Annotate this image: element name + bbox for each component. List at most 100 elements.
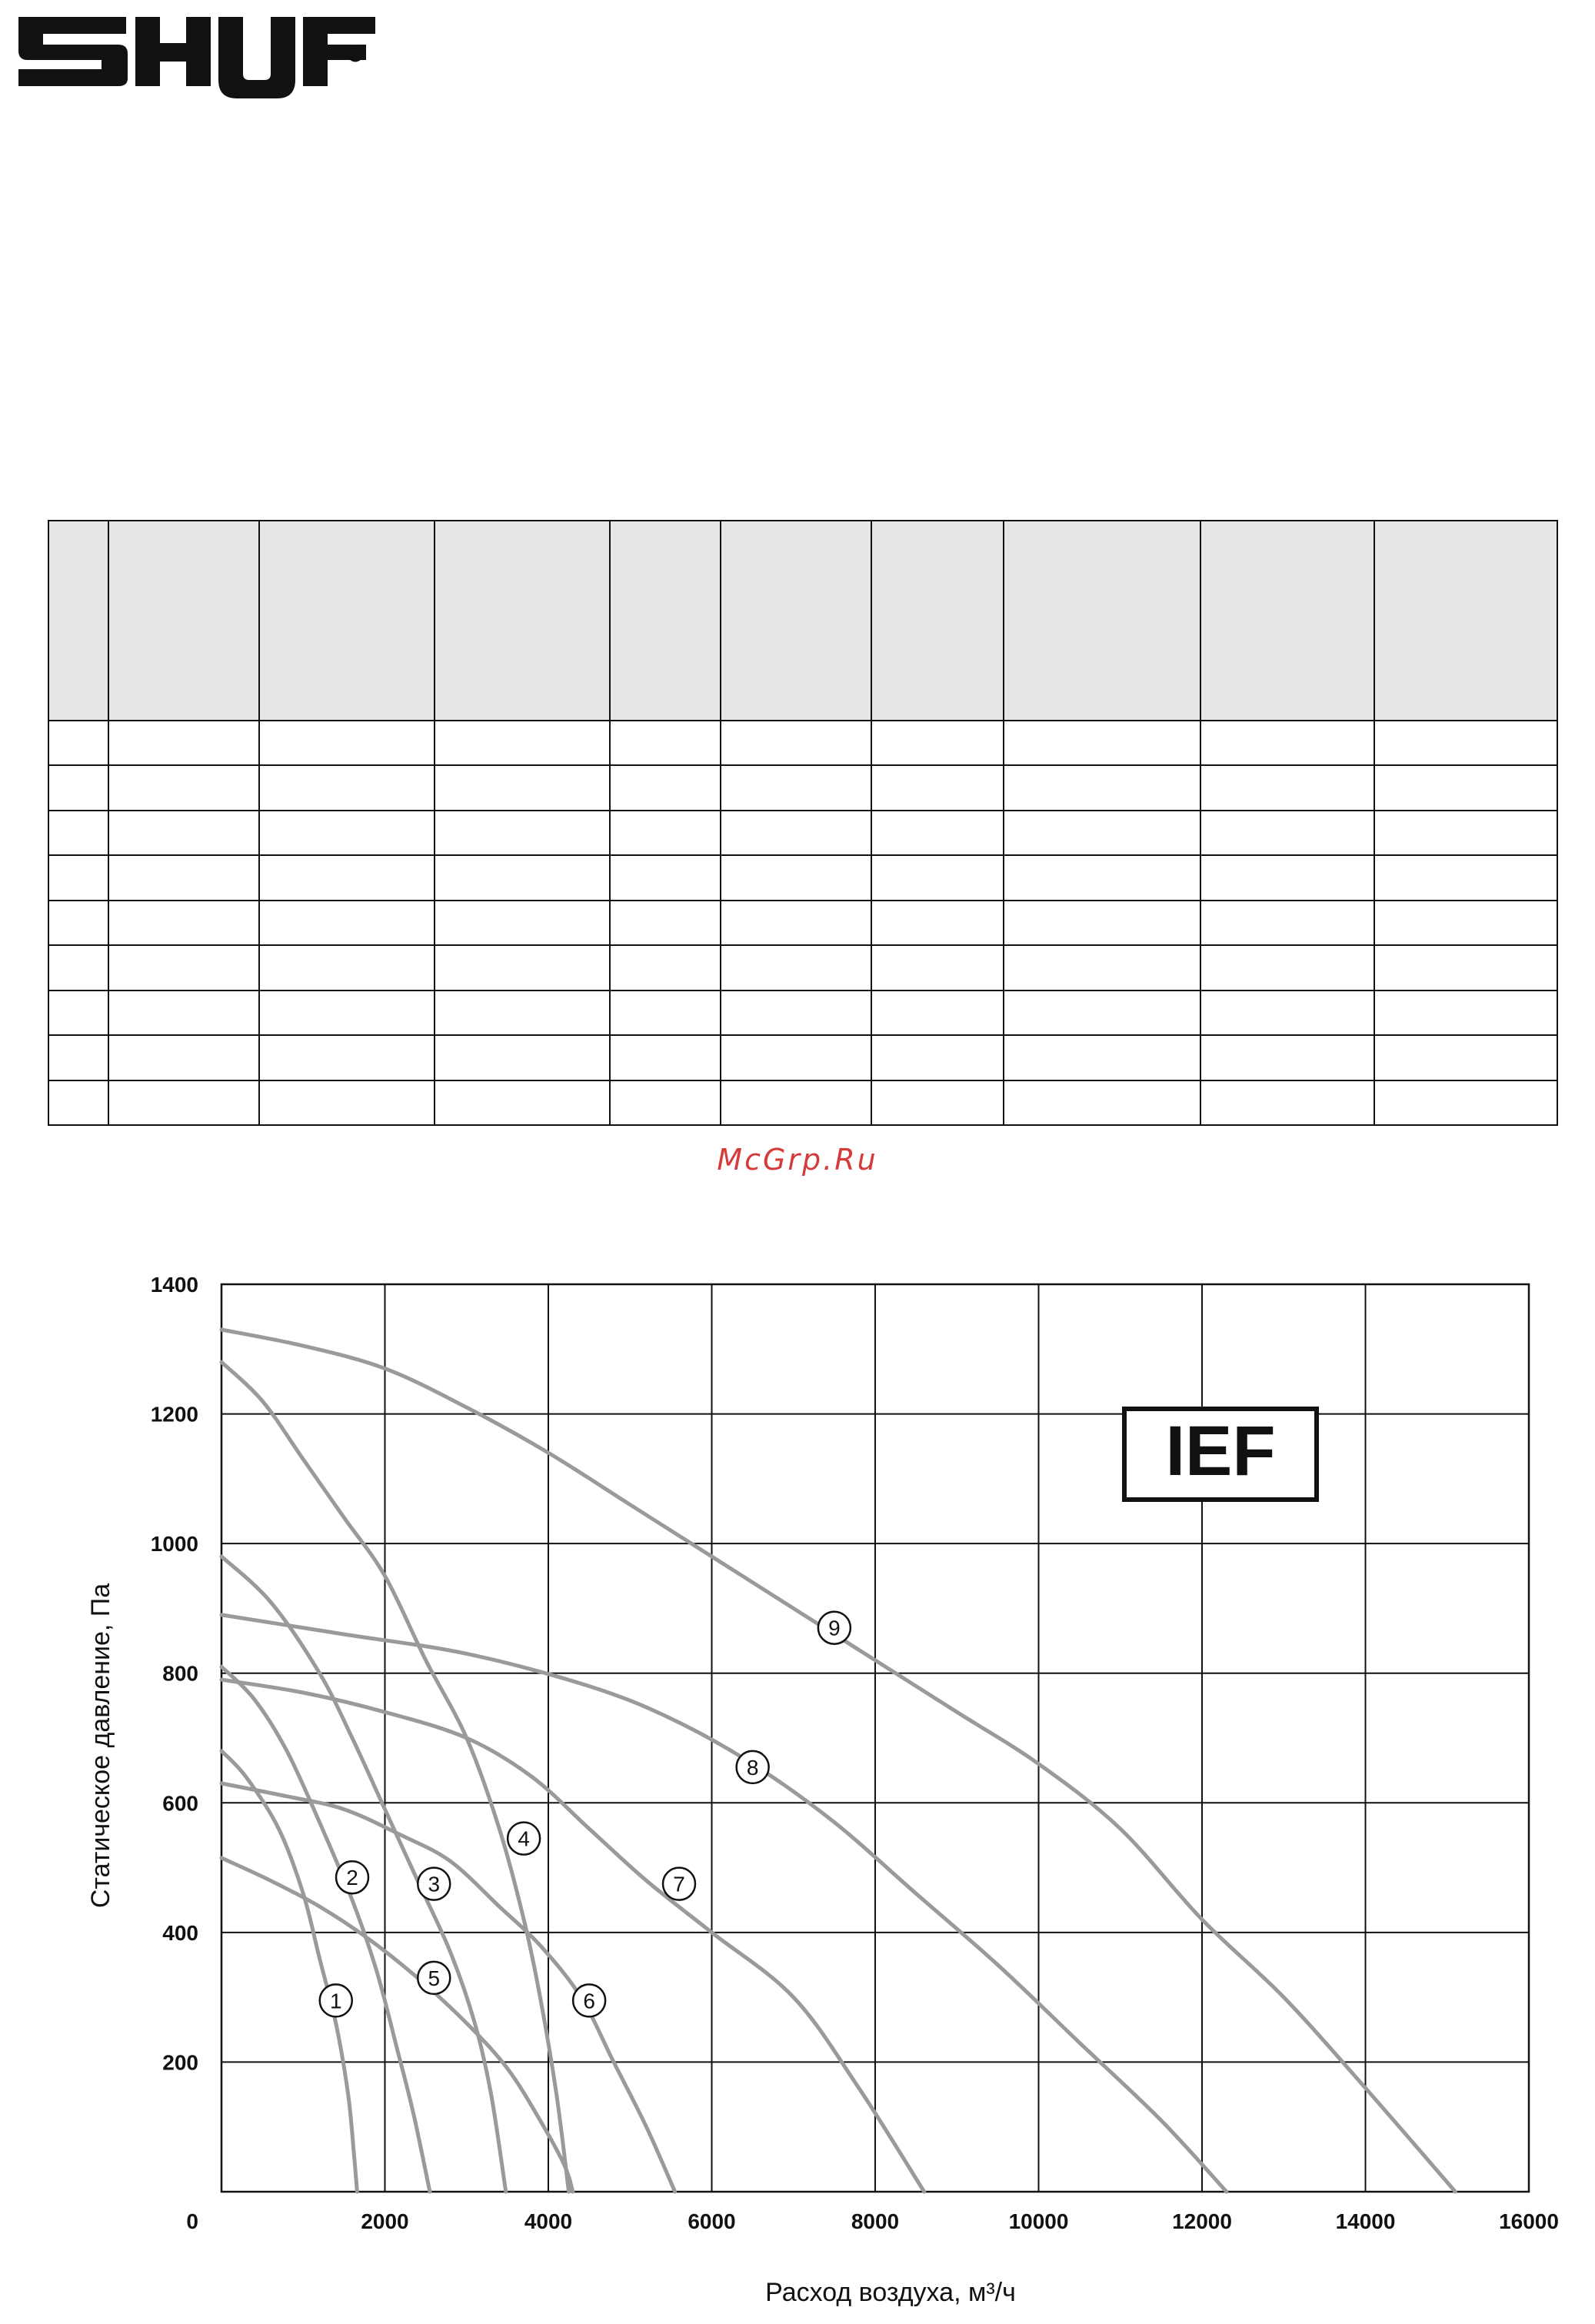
table-cell <box>610 1035 721 1081</box>
table-cell <box>1004 990 1201 1037</box>
table-cell <box>108 810 260 857</box>
header-cell <box>610 520 721 721</box>
table-cell <box>1374 945 1558 991</box>
table-cell <box>721 855 872 901</box>
header-cell <box>1200 520 1375 721</box>
series-label-6: 6 <box>583 1989 595 2013</box>
plot-frame <box>220 1283 1530 2193</box>
table-cell <box>108 945 260 991</box>
spec-table <box>48 520 1558 1126</box>
y-tick-label: 1200 <box>151 1403 198 1427</box>
table-row <box>48 765 1558 811</box>
table-cell <box>1374 721 1558 767</box>
table-cell <box>1004 810 1201 857</box>
x-axis-label: Расход воздуха, м³/ч <box>765 2278 1016 2307</box>
table-cell <box>610 810 721 857</box>
table-cell <box>259 855 435 901</box>
series-marker-9 <box>817 1610 852 1645</box>
table-row <box>48 900 1558 947</box>
series-line-1 <box>219 1749 359 2194</box>
series-line-8 <box>219 1613 1229 2194</box>
table-cell <box>871 900 1004 947</box>
table-cell <box>259 810 435 857</box>
table-cell <box>610 721 721 767</box>
x-tick-label: 12000 <box>1172 2209 1232 2233</box>
table-row <box>48 810 1558 857</box>
table-row <box>48 1080 1558 1126</box>
table-cell <box>1004 1035 1201 1081</box>
table-cell <box>108 990 260 1037</box>
y-tick-label: 1000 <box>151 1532 198 1556</box>
table-row <box>48 945 1558 991</box>
spec-table-body <box>48 721 1558 1126</box>
table-cell <box>435 765 611 811</box>
table-cell <box>721 765 872 811</box>
table-cell <box>1200 1080 1375 1126</box>
table-cell <box>48 810 109 857</box>
origin-tick-label: 0 <box>186 2209 198 2233</box>
table-cell <box>108 855 260 901</box>
series-line-6 <box>219 1781 678 2194</box>
table-cell <box>1374 1080 1558 1126</box>
table-cell <box>871 1035 1004 1081</box>
table-row <box>48 990 1558 1037</box>
table-cell <box>435 990 611 1037</box>
model-badge-frame <box>1122 1407 1319 1502</box>
series-label-8: 8 <box>747 1756 759 1780</box>
table-cell <box>610 900 721 947</box>
series-marker-7 <box>661 1866 697 1901</box>
table-cell <box>48 1035 109 1081</box>
table-cell <box>48 945 109 991</box>
table-cell <box>435 1080 611 1126</box>
table-cell <box>610 1080 721 1126</box>
table-cell <box>721 721 872 767</box>
table-cell <box>1004 1080 1201 1126</box>
table-cell <box>871 765 1004 811</box>
series-line-2 <box>219 1664 432 2194</box>
header-cell <box>1004 520 1201 721</box>
table-cell <box>259 1080 435 1126</box>
x-tick-label: 4000 <box>524 2209 572 2233</box>
y-tick-label: 1400 <box>151 1273 198 1297</box>
series-line-5 <box>219 1856 575 2194</box>
table-cell <box>108 721 260 767</box>
table-cell <box>1004 765 1201 811</box>
table-row <box>48 855 1558 901</box>
header-cell <box>1374 520 1558 721</box>
table-cell <box>1374 990 1558 1037</box>
table-cell <box>871 990 1004 1037</box>
x-tick-label: 6000 <box>688 2209 735 2233</box>
series-line-7 <box>219 1677 927 2194</box>
table-row <box>48 1035 1558 1081</box>
series-label-3: 3 <box>428 1873 440 1896</box>
header-cell <box>435 520 611 721</box>
series-label-5: 5 <box>428 1966 440 1990</box>
table-cell <box>721 1035 872 1081</box>
table-cell <box>435 855 611 901</box>
x-tick-label: 2000 <box>361 2209 408 2233</box>
table-cell <box>48 990 109 1037</box>
table-cell <box>1374 765 1558 811</box>
table-cell <box>259 945 435 991</box>
table-cell <box>1200 945 1375 991</box>
table-cell <box>48 1080 109 1126</box>
y-axis-label: Статическое давление, Па <box>86 1583 115 1908</box>
series-marker-1 <box>318 1983 353 2018</box>
series-line-4 <box>219 1360 571 2194</box>
table-cell <box>108 1080 260 1126</box>
table-cell <box>871 855 1004 901</box>
table-cell <box>721 945 872 991</box>
y-tick-label: 800 <box>162 1662 198 1686</box>
table-cell <box>610 945 721 991</box>
table-cell <box>259 765 435 811</box>
table-cell <box>1200 855 1375 901</box>
header-cell <box>108 520 260 721</box>
brand-logo <box>18 17 375 98</box>
table-cell <box>1374 1035 1558 1081</box>
table-cell <box>1004 721 1201 767</box>
table-cell <box>1374 810 1558 857</box>
table-cell <box>435 810 611 857</box>
model-badge-text: IEF <box>1165 1412 1275 1490</box>
table-cell <box>1004 855 1201 901</box>
table-cell <box>610 855 721 901</box>
